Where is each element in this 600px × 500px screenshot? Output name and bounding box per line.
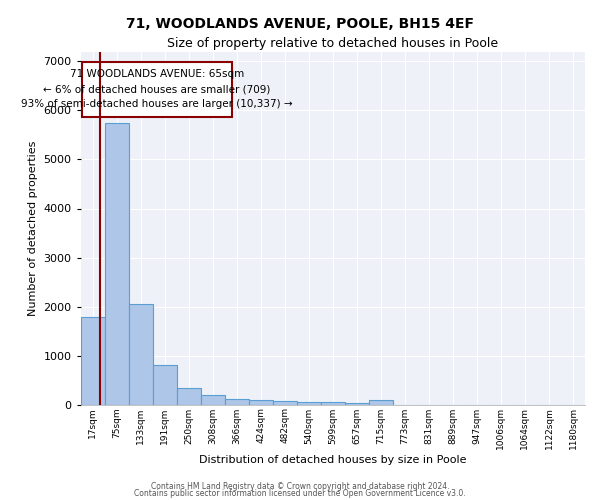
Bar (128, 304, 152, 404)
Bar (272, 401, 297, 404)
Bar (224, 398, 248, 404)
Bar (104, 122, 128, 404)
Text: ← 6% of detached houses are smaller (709): ← 6% of detached houses are smaller (709… (43, 84, 271, 94)
Text: 71 WOODLANDS AVENUE: 65sqm: 71 WOODLANDS AVENUE: 65sqm (70, 70, 244, 80)
Bar (248, 400, 272, 404)
Title: Size of property relative to detached houses in Poole: Size of property relative to detached ho… (167, 38, 499, 51)
Y-axis label: Number of detached properties: Number of detached properties (28, 140, 38, 316)
Text: 71, WOODLANDS AVENUE, POOLE, BH15 4EF: 71, WOODLANDS AVENUE, POOLE, BH15 4EF (126, 18, 474, 32)
Bar (321, 402, 345, 404)
Text: Contains HM Land Registry data © Crown copyright and database right 2024.: Contains HM Land Registry data © Crown c… (151, 482, 449, 491)
FancyBboxPatch shape (82, 62, 232, 117)
Text: 93% of semi-detached houses are larger (10,337) →: 93% of semi-detached houses are larger (… (21, 100, 293, 110)
Bar (176, 388, 200, 404)
X-axis label: Distribution of detached houses by size in Poole: Distribution of detached houses by size … (199, 455, 467, 465)
Bar (152, 365, 176, 405)
Bar (200, 395, 224, 404)
Bar (369, 400, 393, 404)
Bar (297, 402, 321, 404)
Text: Contains public sector information licensed under the Open Government Licence v3: Contains public sector information licen… (134, 489, 466, 498)
Bar (345, 403, 369, 404)
Bar (80, 318, 104, 404)
